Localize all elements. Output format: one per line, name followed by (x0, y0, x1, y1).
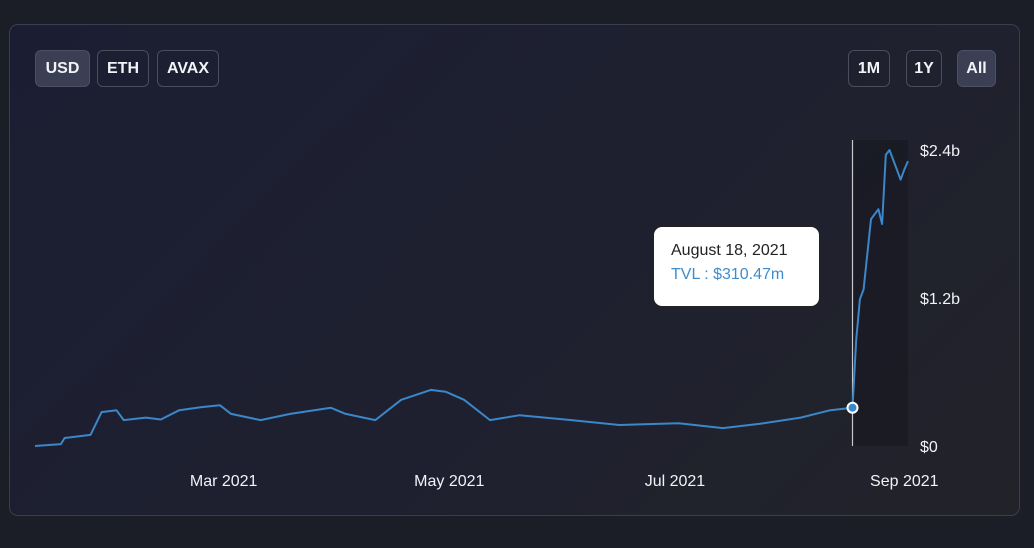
tooltip-date: August 18, 2021 (671, 242, 788, 259)
currency-eth-button[interactable]: ETH (97, 50, 149, 87)
chart-card (9, 24, 1020, 516)
x-tick-label: Jul 2021 (645, 473, 706, 490)
x-tick-label: May 2021 (414, 473, 484, 490)
y-tick-label: $0 (920, 439, 938, 456)
currency-usd-button[interactable]: USD (35, 50, 90, 87)
y-tick-label: $2.4b (920, 143, 960, 160)
range-1m-button[interactable]: 1M (848, 50, 890, 87)
hover-shade (852, 140, 908, 446)
tvl-series-line (34, 149, 909, 447)
currency-avax-button[interactable]: AVAX (157, 50, 219, 87)
range-1y-button[interactable]: 1Y (906, 50, 942, 87)
chart-tooltip: August 18, 2021 TVL : $310.47m (653, 226, 820, 307)
x-tick-label: Sep 2021 (870, 473, 939, 490)
hover-point (846, 401, 859, 414)
tooltip-value: TVL : $310.47m (671, 266, 785, 283)
range-all-button[interactable]: All (957, 50, 996, 87)
x-tick-label: Mar 2021 (190, 473, 258, 490)
y-tick-label: $1.2b (920, 291, 960, 308)
